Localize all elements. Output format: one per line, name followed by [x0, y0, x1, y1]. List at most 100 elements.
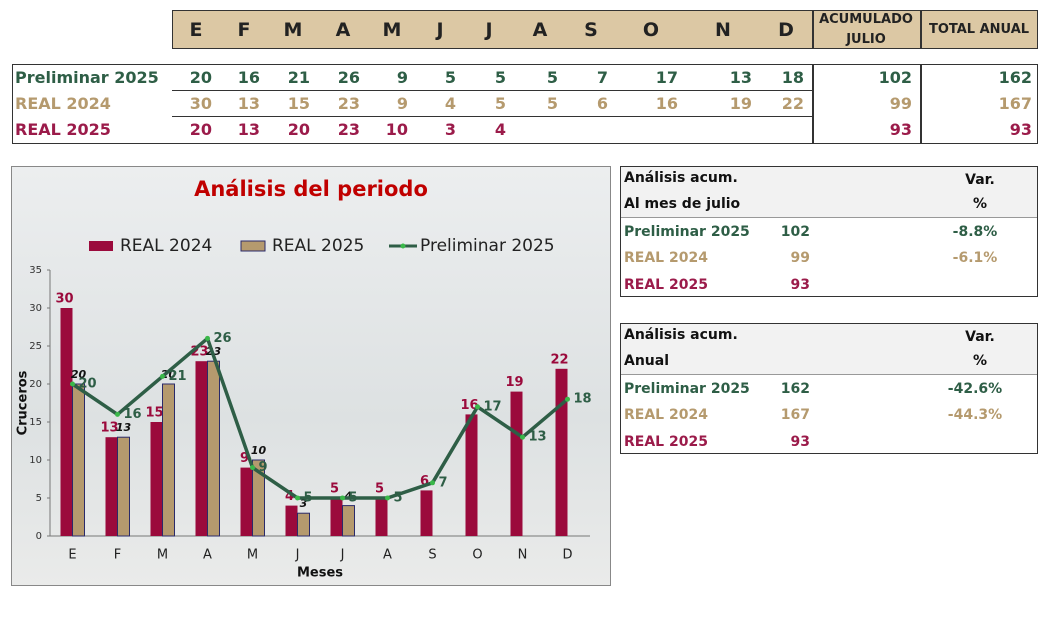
- cell-value: 26: [337, 68, 360, 87]
- data-label: 7: [439, 475, 448, 490]
- cell-value: 16: [655, 94, 678, 113]
- data-label: 4: [344, 490, 353, 503]
- y-tick-label: 5: [36, 493, 42, 504]
- cell-value: 4: [494, 120, 506, 139]
- var-unit: %: [972, 353, 988, 369]
- analysis-label: REAL 2024: [624, 250, 708, 266]
- month-header: O: [642, 18, 660, 41]
- y-tick-label: 35: [29, 265, 42, 276]
- bar: [117, 436, 130, 537]
- x-tick-label: J: [295, 548, 300, 563]
- col-sep: [812, 64, 814, 144]
- header-box: [172, 10, 1038, 49]
- bar: [420, 490, 433, 536]
- month-header: M: [382, 18, 402, 41]
- bar: [465, 414, 478, 536]
- acum-value: 99: [889, 94, 912, 113]
- y-tick-label: 15: [29, 417, 42, 428]
- analysis-value: 162: [780, 380, 810, 397]
- row-label: Preliminar 2025: [15, 68, 159, 87]
- data-label: 5: [330, 482, 339, 497]
- bar: [252, 459, 265, 537]
- cell-value: 19: [729, 94, 752, 113]
- month-header: A: [335, 18, 351, 41]
- cell-value: 13: [237, 120, 260, 139]
- bar: [375, 498, 388, 536]
- total-value: 162: [998, 68, 1032, 87]
- analysis-value: 99: [790, 250, 810, 266]
- col-sep: [920, 64, 922, 144]
- analysis-box: [620, 323, 1038, 454]
- cell-value: 13: [237, 94, 260, 113]
- analysis-title: Análisis acum.: [624, 327, 738, 343]
- col-sep: [920, 10, 922, 49]
- line-point: [70, 381, 75, 387]
- data-label: 22: [550, 352, 568, 367]
- row-sep: [172, 90, 812, 91]
- legend-label: REAL 2024: [120, 236, 212, 256]
- x-tick-label: A: [203, 548, 212, 563]
- line-series: [71, 336, 569, 500]
- acum-value: 93: [889, 120, 912, 139]
- x-tick-label: N: [518, 548, 528, 563]
- cell-value: 22: [781, 94, 804, 113]
- data-label: 15: [145, 406, 163, 421]
- cell-value: 23: [337, 120, 360, 139]
- legend-label: Preliminar 2025: [420, 236, 555, 256]
- cell-value: 9: [396, 94, 408, 113]
- analysis-value: 102: [780, 223, 810, 240]
- bar: [207, 360, 220, 537]
- analysis-label: REAL 2024: [624, 407, 708, 423]
- bar: [555, 368, 568, 536]
- data-label: 13: [529, 430, 547, 445]
- month-header: N: [715, 18, 731, 41]
- bar: [162, 383, 175, 537]
- data-label: 6: [420, 474, 429, 489]
- cell-value: 5: [494, 68, 506, 87]
- analysis-value: 93: [790, 276, 810, 293]
- rows-box: [12, 64, 1038, 144]
- data-label: 18: [574, 392, 592, 407]
- cell-value: 23: [337, 94, 360, 113]
- data-label: 4: [285, 489, 294, 504]
- bar: [342, 505, 355, 537]
- data-label: 10: [251, 444, 267, 457]
- cell-value: 6: [596, 94, 608, 113]
- y-tick-label: 30: [29, 303, 42, 314]
- analysis-var: -8.8%: [952, 223, 998, 240]
- data-label: 9: [240, 451, 249, 466]
- x-tick-label: M: [157, 548, 168, 563]
- analysis-label: Preliminar 2025: [624, 223, 750, 240]
- data-label: 17: [484, 399, 502, 414]
- x-tick-label: S: [428, 548, 436, 563]
- data-label: 5: [394, 491, 403, 506]
- line-point: [340, 495, 345, 501]
- total-value: 93: [1009, 120, 1032, 139]
- cell-value: 21: [287, 68, 310, 87]
- cell-value: 17: [655, 68, 678, 87]
- y-tick-label: 0: [36, 531, 42, 542]
- analysis-label: REAL 2025: [624, 433, 708, 450]
- bar: [297, 512, 310, 537]
- data-label: 20: [71, 368, 87, 381]
- data-label: 9: [259, 460, 268, 475]
- data-label: 13: [100, 421, 118, 436]
- line-point: [160, 373, 165, 379]
- line-point: [250, 465, 255, 471]
- data-label: 20: [79, 377, 97, 392]
- month-header: M: [283, 18, 303, 41]
- line-point: [520, 434, 525, 440]
- acum-header: ACUMULADO JULIO: [819, 11, 913, 47]
- data-label: 30: [55, 292, 73, 307]
- x-tick-label: A: [383, 548, 392, 563]
- analysis-box: [620, 166, 1038, 297]
- total-header: TOTAL ANUAL: [928, 22, 1030, 37]
- analysis-subtitle: Al mes de julio: [624, 196, 741, 212]
- x-tick-label: O: [472, 548, 482, 563]
- x-tick-label: F: [114, 548, 121, 563]
- cell-value: 4: [444, 94, 456, 113]
- legend-label: REAL 2025: [272, 236, 364, 256]
- data-label: 19: [505, 375, 523, 390]
- cell-value: 20: [189, 68, 212, 87]
- bar: [240, 467, 253, 536]
